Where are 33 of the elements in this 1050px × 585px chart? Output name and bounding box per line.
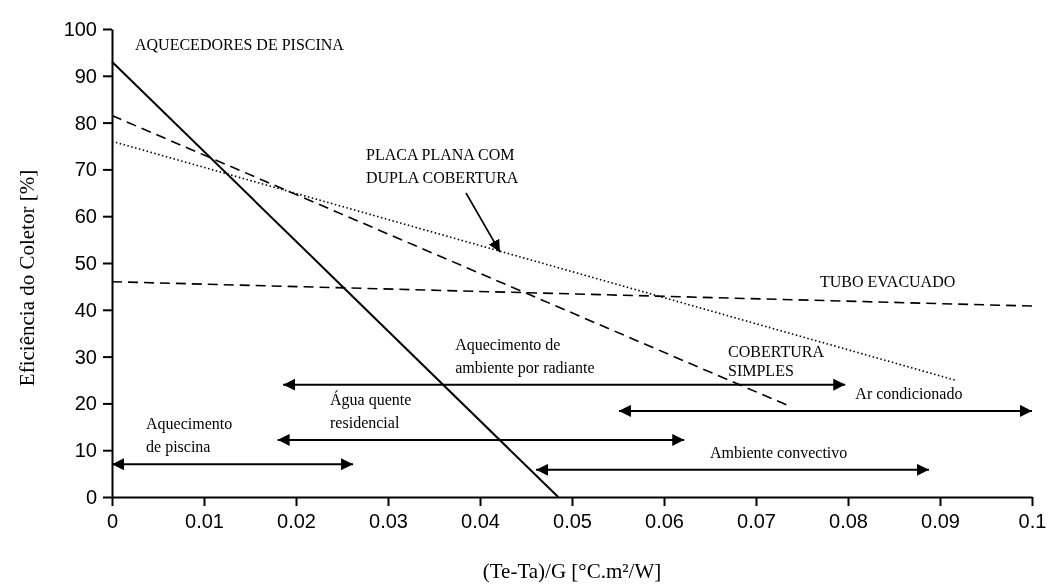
series-label: TUBO EVACUADO <box>820 273 956 290</box>
y-tick-label: 80 <box>74 111 97 134</box>
y-tick-label: 10 <box>74 439 97 462</box>
x-tick-label: 0.01 <box>185 510 224 533</box>
y-tick-label: 50 <box>74 251 97 274</box>
x-tick-label: 0.1 <box>1018 510 1047 533</box>
y-tick-label: 30 <box>74 345 97 368</box>
annotation: Ambiente convectivo <box>710 443 848 461</box>
annotation: Água quente residencial <box>330 389 412 431</box>
x-axis-title: (Te-Ta)/G [°C.m²/W] <box>482 559 662 583</box>
x-tick-label: 0.07 <box>737 510 776 533</box>
annotation: Ar condicionado <box>855 384 963 402</box>
series-label: PLACA PLANA COM DUPLA COBERTURA <box>366 146 519 186</box>
y-tick-label: 40 <box>74 298 97 321</box>
y-tick-label: 100 <box>63 17 97 40</box>
y-tick-label: 70 <box>74 158 97 181</box>
x-tick-label: 0 <box>106 510 119 533</box>
x-tick-label: 0.04 <box>461 510 500 533</box>
x-tick-label: 0.02 <box>277 510 316 533</box>
x-tick-label: 0.05 <box>553 510 592 533</box>
y-tick-label: 0 <box>85 485 97 508</box>
series-label: AQUECEDORES DE PISCINA <box>135 36 345 53</box>
x-tick-label: 0.08 <box>829 510 868 533</box>
y-axis-title: Eficiência do Coletor [%] <box>15 169 39 387</box>
annotation: Aquecimento de ambiente por radiante <box>455 335 595 377</box>
y-tick-label: 60 <box>74 205 97 228</box>
y-tick-label: 90 <box>74 64 97 87</box>
x-tick-label: 0.03 <box>369 510 408 533</box>
x-tick-label: 0.06 <box>645 510 684 533</box>
series-label: COBERTURA SIMPLES <box>728 343 825 379</box>
annotation: Aquecimento de piscina <box>146 415 233 457</box>
x-tick-label: 0.09 <box>921 510 960 533</box>
y-tick-label: 20 <box>74 392 97 415</box>
